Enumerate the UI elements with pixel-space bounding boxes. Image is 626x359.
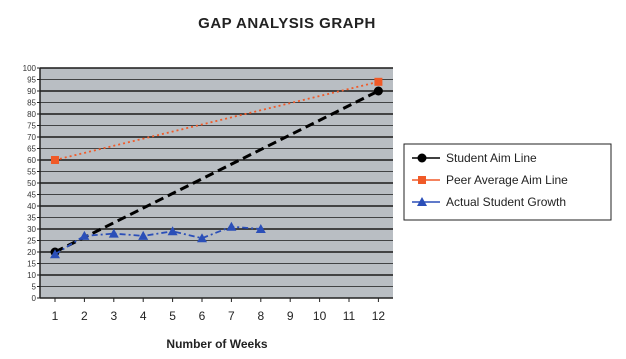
actual-student-growth-point — [108, 228, 119, 238]
y-tick-label: 60 — [27, 156, 36, 165]
x-tick-label: 6 — [199, 309, 206, 323]
y-tick-label: 0 — [32, 294, 37, 303]
chart-title: GAP ANALYSIS GRAPH — [198, 15, 376, 32]
peer-average-aim-line-point — [51, 156, 59, 164]
x-tick-label: 1 — [52, 309, 59, 323]
x-axis-label: Number of Weeks — [166, 337, 267, 351]
x-tick-label: 11 — [343, 309, 356, 323]
legend-label: Peer Average Aim Line — [446, 173, 568, 187]
x-tick-label: 5 — [169, 309, 176, 323]
y-tick-label: 30 — [27, 225, 36, 234]
peer-average-aim-line-line — [54, 80, 379, 161]
x-tick-label: 12 — [372, 309, 386, 323]
x-tick-label: 3 — [110, 309, 117, 323]
series-lines — [50, 77, 383, 259]
x-tick-labels: 1 2 3 4 5 6 7 8 9 10 11 12 — [52, 309, 386, 323]
actual-student-growth-point — [50, 249, 60, 259]
x-tick-label: 7 — [228, 309, 235, 323]
y-tick-label: 20 — [27, 248, 36, 257]
axes — [37, 67, 393, 302]
y-tick-label: 55 — [27, 168, 36, 177]
y-tick-label: 5 — [32, 283, 37, 292]
legend: Student Aim Line Peer Average Aim Line Act… — [403, 143, 612, 221]
legend-square-marker — [418, 176, 426, 184]
legend-label: Student Aim Line — [446, 151, 537, 165]
student-aim-line-line — [54, 89, 380, 254]
x-tick-label: 8 — [257, 309, 264, 323]
y-tick-label: 10 — [27, 271, 36, 280]
x-tick-label: 9 — [287, 309, 294, 323]
legend-triangle-marker — [417, 197, 427, 206]
actual-student-growth-point — [197, 233, 207, 243]
actual-student-growth-point — [79, 230, 90, 240]
actual-student-growth-point — [167, 226, 178, 236]
student-aim-line-point — [373, 86, 383, 96]
y-tick-label: 15 — [27, 260, 36, 269]
y-tick-label: 100 — [23, 64, 37, 73]
actual-student-growth-point — [255, 224, 266, 233]
legend-box — [403, 143, 612, 221]
y-tick-label: 90 — [27, 87, 36, 96]
grid-lines — [40, 67, 393, 287]
y-tick-label: 70 — [27, 133, 36, 142]
y-tick-label: 50 — [27, 179, 36, 188]
y-tick-label: 80 — [27, 110, 36, 119]
y-tick-label: 40 — [27, 202, 36, 211]
y-tick-label: 85 — [27, 99, 36, 108]
x-tick-label: 4 — [140, 309, 147, 323]
actual-student-growth-line — [54, 225, 261, 256]
y-tick-label: 25 — [27, 237, 36, 246]
y-tick-label: 45 — [27, 191, 36, 200]
y-tick-label: 65 — [27, 145, 36, 154]
y-tick-label: 35 — [27, 214, 36, 223]
legend-label: Actual Student Growth — [446, 195, 566, 209]
actual-student-growth-point — [226, 221, 237, 231]
x-tick-label: 10 — [313, 309, 327, 323]
x-tick-label: 2 — [81, 309, 88, 323]
y-tick-label: 95 — [27, 76, 36, 85]
y-tick-label: 75 — [27, 122, 36, 131]
legend-circle-marker — [417, 153, 427, 163]
peer-average-aim-line-point — [374, 77, 383, 86]
y-tick-labels: 0 5 10 15 20 25 30 35 40 45 50 55 60 65 70 75 80 85 90 95 10… — [23, 64, 37, 303]
actual-student-growth-point — [138, 230, 149, 240]
